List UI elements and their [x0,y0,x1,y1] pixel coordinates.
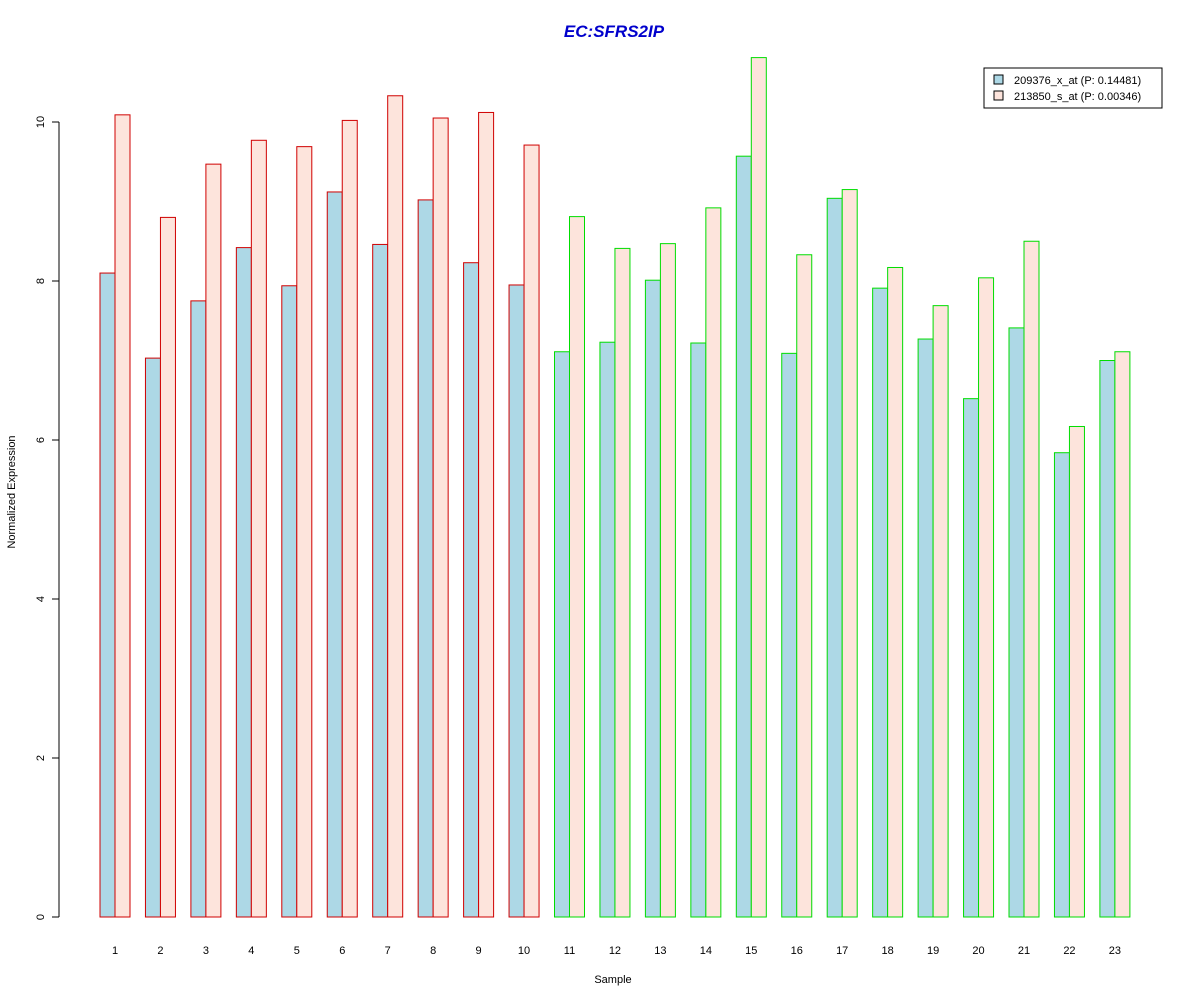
bar-sample-23-series-2 [1114,351,1131,918]
bar-sample-15-series-1 [735,155,752,918]
y-tick-label: 10 [35,116,47,128]
x-tick-label: 13 [654,945,666,957]
legend-label-series-1: 209376_x_at (P: 0.14481) [1014,75,1141,87]
x-tick-label: 19 [927,945,939,957]
bar-sample-1-series-2 [114,114,131,918]
bar-sample-8-series-2 [432,117,449,918]
x-tick-label: 20 [972,945,984,957]
bars-group [99,57,1131,918]
bar-sample-10-series-1 [508,284,525,918]
bar-sample-6-series-2 [341,119,358,918]
x-tick-label: 9 [476,945,482,957]
legend: 209376_x_at (P: 0.14481) 213850_s_at (P:… [983,67,1163,109]
bar-sample-12-series-2 [614,247,631,918]
bar-sample-22-series-1 [1053,452,1070,918]
bar-sample-21-series-1 [1008,327,1025,918]
bar-sample-19-series-2 [932,305,949,918]
x-tick-label: 16 [791,945,803,957]
bar-sample-5-series-1 [281,285,298,918]
x-tick-label: 11 [564,945,575,957]
bar-sample-20-series-1 [963,398,980,918]
y-tick-label: 2 [35,755,47,761]
y-tick-label: 0 [35,914,47,920]
chart-title: EC:SFRS2IP [564,22,665,41]
x-tick-label: 23 [1109,945,1121,957]
bar-sample-11-series-1 [554,351,570,918]
x-tick-label: 1 [112,945,118,957]
x-tick-label: 5 [294,945,300,957]
bar-sample-2-series-1 [144,357,161,918]
legend-swatch-series-1 [993,74,1004,85]
bar-sample-2-series-2 [159,216,176,918]
legend-label-series-2: 213850_s_at (P: 0.00346) [1014,91,1141,103]
legend-box [983,67,1163,109]
bar-sample-5-series-2 [296,146,313,918]
bar-sample-12-series-1 [599,341,616,918]
x-tick-label: 22 [1063,945,1075,957]
bar-sample-17-series-1 [826,197,843,918]
x-tick-label: 8 [430,945,436,957]
x-tick-label: 21 [1018,945,1030,957]
bar-sample-18-series-2 [887,266,904,918]
bar-sample-23-series-1 [1099,360,1116,918]
bar-sample-10-series-2 [523,144,540,918]
x-tick-label: 17 [836,945,848,957]
x-tick-label: 15 [745,945,757,957]
bar-sample-22-series-2 [1068,425,1085,918]
x-tick-label: 3 [203,945,209,957]
bar-sample-7-series-2 [387,95,404,918]
bar-sample-14-series-2 [705,207,722,918]
bar-sample-20-series-2 [978,277,995,918]
y-tick-label: 4 [35,596,47,602]
bar-sample-17-series-2 [841,189,858,918]
bar-sample-1-series-1 [99,272,116,918]
x-tick-label: 2 [157,945,163,957]
bar-sample-7-series-1 [372,243,389,918]
y-tick-label: 6 [35,437,47,443]
x-axis: 1 2 3 4 5 6 7 8 9 10 11 12 13 14 15 16 17 18 19 20 21 22 23 [112,945,1121,957]
x-tick-label: 14 [700,945,712,957]
x-tick-label: 4 [248,945,254,957]
x-tick-label: 6 [339,945,345,957]
y-axis: 0 2 4 6 8 10 [35,116,60,920]
y-axis-label: Normalized Expression [6,435,18,548]
bar-sample-16-series-2 [796,254,813,918]
bar-sample-6-series-1 [326,191,343,918]
bar-sample-19-series-1 [917,338,934,918]
x-tick-label: 18 [882,945,894,957]
bar-sample-4-series-1 [235,247,252,918]
x-tick-label: 10 [518,945,530,957]
bar-sample-11-series-2 [569,216,585,918]
bar-sample-16-series-1 [781,352,798,918]
bar-sample-15-series-2 [750,57,767,918]
x-tick-label: 12 [609,945,621,957]
x-tick-label: 7 [385,945,391,957]
bar-sample-8-series-1 [417,199,434,918]
bar-sample-13-series-2 [659,243,676,918]
bar-sample-9-series-1 [463,262,480,918]
bar-sample-14-series-1 [690,342,707,918]
bar-sample-18-series-1 [872,287,889,918]
y-tick-label: 8 [35,278,47,284]
bar-sample-4-series-2 [250,139,267,918]
bar-sample-21-series-2 [1023,240,1040,918]
x-axis-label: Sample [594,974,631,986]
bar-sample-3-series-2 [205,163,222,918]
bar-sample-9-series-2 [478,111,495,918]
legend-swatch-series-2 [993,90,1004,101]
bar-sample-13-series-1 [644,279,661,918]
bar-sample-3-series-1 [190,300,207,918]
